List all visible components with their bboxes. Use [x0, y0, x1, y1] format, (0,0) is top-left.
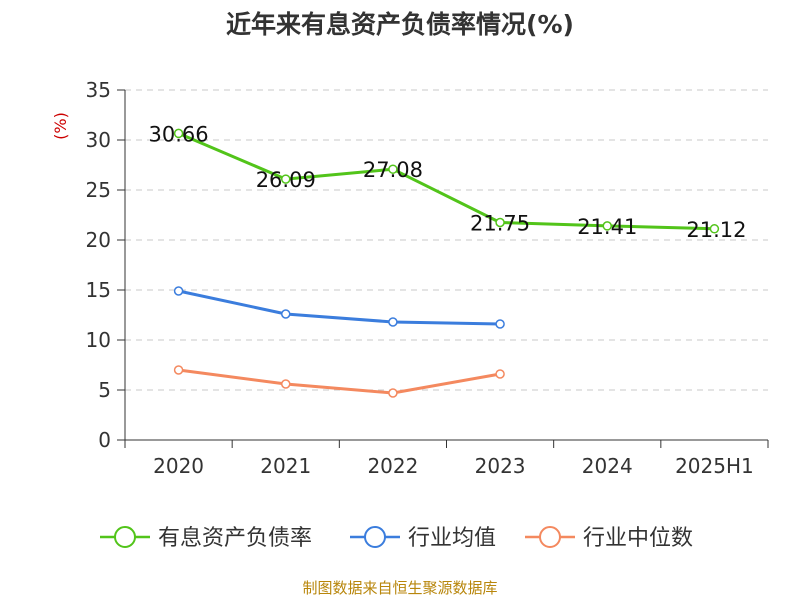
y-tick-label: 20 — [86, 228, 111, 252]
source-note: 制图数据来自恒生聚源数据库 — [302, 579, 497, 597]
data-label: 21.12 — [686, 218, 746, 242]
data-point — [173, 128, 184, 139]
data-point — [173, 286, 184, 296]
series-1 — [173, 286, 505, 329]
grid-lines — [125, 89, 768, 391]
legend-marker — [364, 526, 386, 548]
series-line — [178, 289, 501, 326]
axes: 0 5 10 15 20 25 30 35 2020 2021 2022 2023 2024 2025H1 — [86, 78, 769, 478]
legend: 有息资产负债率 行业均值 行业中位数 — [100, 526, 693, 551]
y-tick-label: 35 — [86, 78, 111, 102]
legend-marker — [114, 526, 136, 548]
data-label: 30.66 — [149, 122, 209, 146]
legend-item-0[interactable]: 有息资产负债率 — [100, 526, 312, 551]
data-point — [495, 319, 505, 329]
data-labels: 30.66 26.09 27.08 21.75 21.41 21.12 — [149, 122, 747, 241]
legend-marker — [539, 526, 561, 548]
y-tick-label: 25 — [86, 178, 111, 202]
x-tick-label: 2022 — [367, 454, 418, 478]
data-point — [388, 388, 398, 398]
series-line — [178, 368, 501, 395]
data-point — [495, 369, 505, 379]
series-line — [177, 132, 715, 231]
series-2 — [173, 365, 505, 398]
series-0 — [173, 128, 720, 234]
y-tick-label: 30 — [86, 128, 111, 152]
x-tick-label: 2021 — [260, 454, 311, 478]
data-label: 21.75 — [470, 212, 530, 236]
data-label: 26.09 — [256, 168, 316, 192]
data-point — [281, 174, 291, 184]
data-point — [709, 224, 720, 234]
legend-label: 行业均值 — [408, 526, 496, 551]
y-tick-label: 0 — [98, 428, 111, 452]
data-point — [602, 221, 612, 231]
y-axis-label: (%) — [51, 112, 70, 140]
data-point — [281, 309, 291, 319]
x-tick-label: 2020 — [153, 454, 204, 478]
y-tick-label: 5 — [98, 378, 111, 402]
legend-item-2[interactable]: 行业中位数 — [525, 526, 693, 551]
x-tick-label: 2025H1 — [675, 454, 754, 478]
data-point — [388, 317, 398, 327]
data-point — [281, 379, 291, 389]
legend-label: 行业中位数 — [583, 526, 693, 551]
data-label: 21.41 — [577, 215, 637, 239]
data-point — [388, 164, 398, 174]
legend-label: 有息资产负债率 — [158, 526, 312, 551]
y-tick-label: 10 — [86, 328, 111, 352]
data-point — [173, 365, 184, 375]
y-tick-label: 15 — [86, 278, 111, 302]
data-point — [495, 217, 505, 228]
data-label: 27.08 — [363, 158, 423, 182]
x-tick-label: 2024 — [582, 454, 633, 478]
chart-title: 近年来有息资产负债率情况(%) — [226, 10, 574, 39]
series-layer — [173, 128, 720, 398]
legend-item-1[interactable]: 行业均值 — [350, 526, 496, 551]
x-tick-label: 2023 — [475, 454, 526, 478]
